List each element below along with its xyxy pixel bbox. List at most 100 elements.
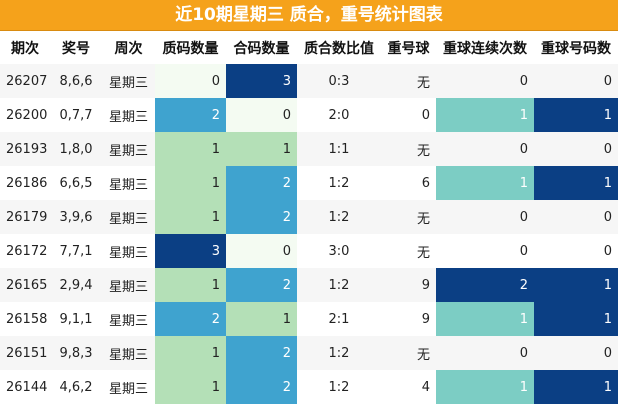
cell-ratio: 2:1 [297,302,381,336]
cell-repeat-ball: 无 [381,336,436,370]
cell-issue: 26165 [0,268,50,302]
cell-number: 9,1,1 [50,302,102,336]
cell-weekday: 星期三 [102,132,155,166]
cell-issue: 26186 [0,166,50,200]
cell-number: 1,8,0 [50,132,102,166]
cell-repeat-count: 1 [534,302,618,336]
cell-ratio: 1:1 [297,132,381,166]
cell-prime-count: 2 [155,98,226,132]
cell-repeat-streak: 0 [436,336,534,370]
table-row: 26158 9,1,1 星期三 2 1 2:1 9 1 1 [0,302,618,336]
header-issue: 期次 [0,31,50,64]
header-number: 奖号 [50,31,102,64]
cell-repeat-count: 1 [534,370,618,404]
cell-prime-count: 1 [155,370,226,404]
page-title: 近10期星期三 质合，重号统计图表 [0,0,618,31]
cell-composite-count: 2 [226,166,297,200]
cell-repeat-count: 0 [534,336,618,370]
header-prime-count: 质码数量 [155,31,226,64]
cell-repeat-streak: 0 [436,200,534,234]
cell-repeat-count: 0 [534,234,618,268]
cell-ratio: 3:0 [297,234,381,268]
table-row: 26165 2,9,4 星期三 1 2 1:2 9 2 1 [0,268,618,302]
cell-prime-count: 1 [155,268,226,302]
cell-repeat-streak: 0 [436,234,534,268]
cell-ratio: 1:2 [297,370,381,404]
cell-issue: 26172 [0,234,50,268]
cell-issue: 26144 [0,370,50,404]
cell-ratio: 1:2 [297,336,381,370]
cell-composite-count: 1 [226,302,297,336]
cell-repeat-streak: 1 [436,98,534,132]
cell-repeat-count: 0 [534,64,618,98]
table-row: 26151 9,8,3 星期三 1 2 1:2 无 0 0 [0,336,618,370]
header-composite-count: 合码数量 [226,31,297,64]
cell-repeat-streak: 1 [436,370,534,404]
cell-repeat-ball: 4 [381,370,436,404]
table-header-row: 期次 奖号 周次 质码数量 合码数量 质合数比值 重号球 重球连续次数 重球号码… [0,31,618,64]
cell-issue: 26158 [0,302,50,336]
cell-composite-count: 2 [226,370,297,404]
cell-issue: 26207 [0,64,50,98]
cell-repeat-streak: 0 [436,64,534,98]
cell-prime-count: 3 [155,234,226,268]
cell-repeat-ball: 6 [381,166,436,200]
cell-repeat-streak: 2 [436,268,534,302]
cell-weekday: 星期三 [102,234,155,268]
cell-weekday: 星期三 [102,166,155,200]
header-repeat-streak: 重球连续次数 [436,31,534,64]
cell-composite-count: 2 [226,336,297,370]
cell-ratio: 0:3 [297,64,381,98]
cell-number: 0,7,7 [50,98,102,132]
cell-number: 4,6,2 [50,370,102,404]
table-row: 26207 8,6,6 星期三 0 3 0:3 无 0 0 [0,64,618,98]
cell-repeat-ball: 0 [381,98,436,132]
cell-number: 7,7,1 [50,234,102,268]
cell-weekday: 星期三 [102,302,155,336]
cell-repeat-count: 1 [534,166,618,200]
cell-composite-count: 2 [226,268,297,302]
cell-repeat-ball: 无 [381,64,436,98]
table-row: 26200 0,7,7 星期三 2 0 2:0 0 1 1 [0,98,618,132]
cell-weekday: 星期三 [102,64,155,98]
cell-issue: 26200 [0,98,50,132]
cell-repeat-count: 1 [534,268,618,302]
cell-number: 8,6,6 [50,64,102,98]
cell-weekday: 星期三 [102,98,155,132]
cell-issue: 26179 [0,200,50,234]
cell-issue: 26193 [0,132,50,166]
cell-prime-count: 1 [155,200,226,234]
table-row: 26179 3,9,6 星期三 1 2 1:2 无 0 0 [0,200,618,234]
cell-prime-count: 0 [155,64,226,98]
cell-number: 2,9,4 [50,268,102,302]
cell-prime-count: 1 [155,166,226,200]
cell-repeat-streak: 1 [436,166,534,200]
table-row: 26144 4,6,2 星期三 1 2 1:2 4 1 1 [0,370,618,404]
cell-composite-count: 0 [226,234,297,268]
cell-prime-count: 1 [155,336,226,370]
cell-ratio: 1:2 [297,166,381,200]
cell-repeat-ball: 无 [381,132,436,166]
table-row: 26186 6,6,5 星期三 1 2 1:2 6 1 1 [0,166,618,200]
table-row: 26172 7,7,1 星期三 3 0 3:0 无 0 0 [0,234,618,268]
cell-composite-count: 3 [226,64,297,98]
cell-repeat-count: 0 [534,132,618,166]
cell-number: 3,9,6 [50,200,102,234]
cell-number: 9,8,3 [50,336,102,370]
cell-prime-count: 2 [155,302,226,336]
cell-repeat-count: 0 [534,200,618,234]
cell-weekday: 星期三 [102,370,155,404]
cell-prime-count: 1 [155,132,226,166]
cell-issue: 26151 [0,336,50,370]
cell-repeat-streak: 1 [436,302,534,336]
cell-number: 6,6,5 [50,166,102,200]
header-weekday: 周次 [102,31,155,64]
cell-ratio: 1:2 [297,200,381,234]
cell-composite-count: 2 [226,200,297,234]
cell-ratio: 1:2 [297,268,381,302]
cell-composite-count: 0 [226,98,297,132]
cell-repeat-ball: 9 [381,302,436,336]
cell-repeat-ball: 无 [381,200,436,234]
cell-composite-count: 1 [226,132,297,166]
